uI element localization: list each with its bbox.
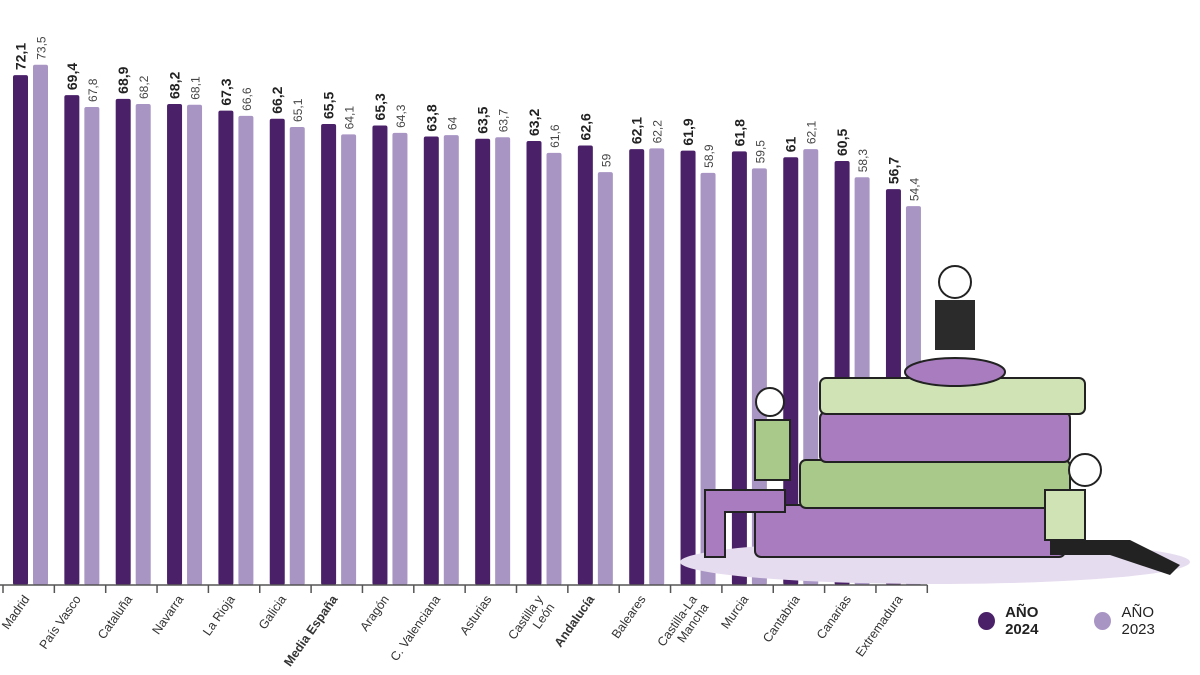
x-tick-label: Cataluña [95,593,135,642]
bar-2024 [372,125,388,586]
bar-2023 [443,135,459,585]
x-tick-label: Cantabria [760,593,803,645]
legend-item-2023: AÑO 2023 [1094,604,1188,638]
data-label-2023: 63,7 [497,109,511,133]
bar-2023 [392,132,408,586]
reading-illustration [680,265,1190,584]
legend-swatch-2023 [1094,612,1112,630]
data-label-2023: 58,3 [856,149,870,173]
data-label-2023: 68,1 [189,76,203,100]
data-label-2023: 61,6 [548,124,562,148]
data-label-2024: 65,5 [321,92,337,119]
data-label-2023: 59,5 [753,140,767,164]
bar-2023 [187,104,203,586]
bar-2024 [475,138,491,585]
data-label-2024: 62,6 [577,113,593,140]
x-tick-label: Murcia [718,593,751,632]
data-label-2024: 61 [783,136,799,152]
x-tick-label: Aragón [357,593,392,634]
data-label-2024: 56,7 [885,157,901,184]
bar-2024 [731,151,747,586]
bar-2023 [495,137,511,586]
data-label-2024: 61,9 [680,118,696,145]
data-label-2023: 64,1 [343,106,357,130]
bar-2024 [577,145,593,585]
bar-2023 [546,152,562,585]
x-tick-label: Castilla-LaMancha [655,593,712,657]
bar-2023 [341,134,357,585]
data-label-2024: 60,5 [834,129,850,156]
bar-2023 [700,172,716,585]
legend-label-2023: AÑO 2023 [1121,604,1155,638]
bar-2024 [167,104,183,585]
data-label-2023: 66,6 [240,87,254,111]
data-label-2024: 67,3 [218,78,234,105]
bar-2023 [649,148,665,585]
bar-2024 [13,75,28,585]
data-label-2024: 69,4 [64,63,80,90]
bar-2023 [84,106,100,586]
x-tick-label: Castilla yLeón [505,592,557,650]
data-label-2024: 61,8 [731,119,747,146]
data-label-2024: 68,9 [115,66,131,93]
bar-2024 [423,136,439,585]
x-tick-label: Media España [281,592,341,669]
bar-2024 [269,118,285,586]
data-label-2024: 72,1 [13,43,29,70]
data-label-2023: 62,1 [805,120,819,144]
bar-2023 [597,172,613,585]
legend: AÑO 2024 AÑO 2023 [978,604,1200,638]
data-label-2024: 66,2 [269,86,285,113]
data-label-2024: 65,3 [372,93,388,120]
x-tick-label: Baleares [609,593,649,641]
bar-2023 [33,64,48,585]
data-label-2023: 62,2 [651,120,665,144]
legend-label-2024: AÑO 2024 [1005,604,1039,638]
bar-2024 [526,141,542,585]
x-tick-label: Madrid [0,593,32,632]
x-tick-label: La Rioja [200,593,238,639]
data-label-2023: 65,1 [291,98,305,122]
legend-item-2024: AÑO 2024 [978,604,1072,638]
bar-2023 [238,115,254,585]
data-label-2023: 58,9 [702,144,716,168]
x-tick-label: Galicia [256,593,289,632]
data-label-2023: 64,3 [394,104,408,128]
x-tick-label: Navarra [150,593,187,637]
x-tick-label: País Vasco [37,593,84,652]
data-label-2023: 64 [445,116,459,130]
bar-2024 [115,98,131,585]
x-tick-label: Canarias [814,593,854,642]
x-tick-label: C. Valenciana [388,593,444,664]
bar-2023 [135,104,151,585]
x-tick-label: Andalucía [552,592,598,650]
bar-2024 [218,110,234,585]
legend-swatch-2024 [978,612,996,630]
bar-2024 [321,123,337,585]
data-label-2023: 59 [599,153,613,167]
bar-2024 [680,150,696,585]
data-label-2023: 68,2 [137,75,151,99]
data-label-2024: 63,2 [526,109,542,136]
data-label-2023: 67,8 [86,78,100,102]
x-tick-label: Asturias [457,593,494,638]
bar-2024 [629,149,645,585]
data-label-2024: 62,1 [629,117,645,144]
data-label-2023: 54,4 [907,177,921,201]
bar-2024 [64,95,80,586]
data-label-2024: 63,8 [423,104,439,131]
data-label-2024: 68,2 [167,72,183,99]
x-tick-label: Extremadura [853,593,906,660]
bar-2023 [289,126,305,585]
data-label-2023: 73,5 [35,36,49,60]
data-label-2024: 63,5 [475,106,491,133]
